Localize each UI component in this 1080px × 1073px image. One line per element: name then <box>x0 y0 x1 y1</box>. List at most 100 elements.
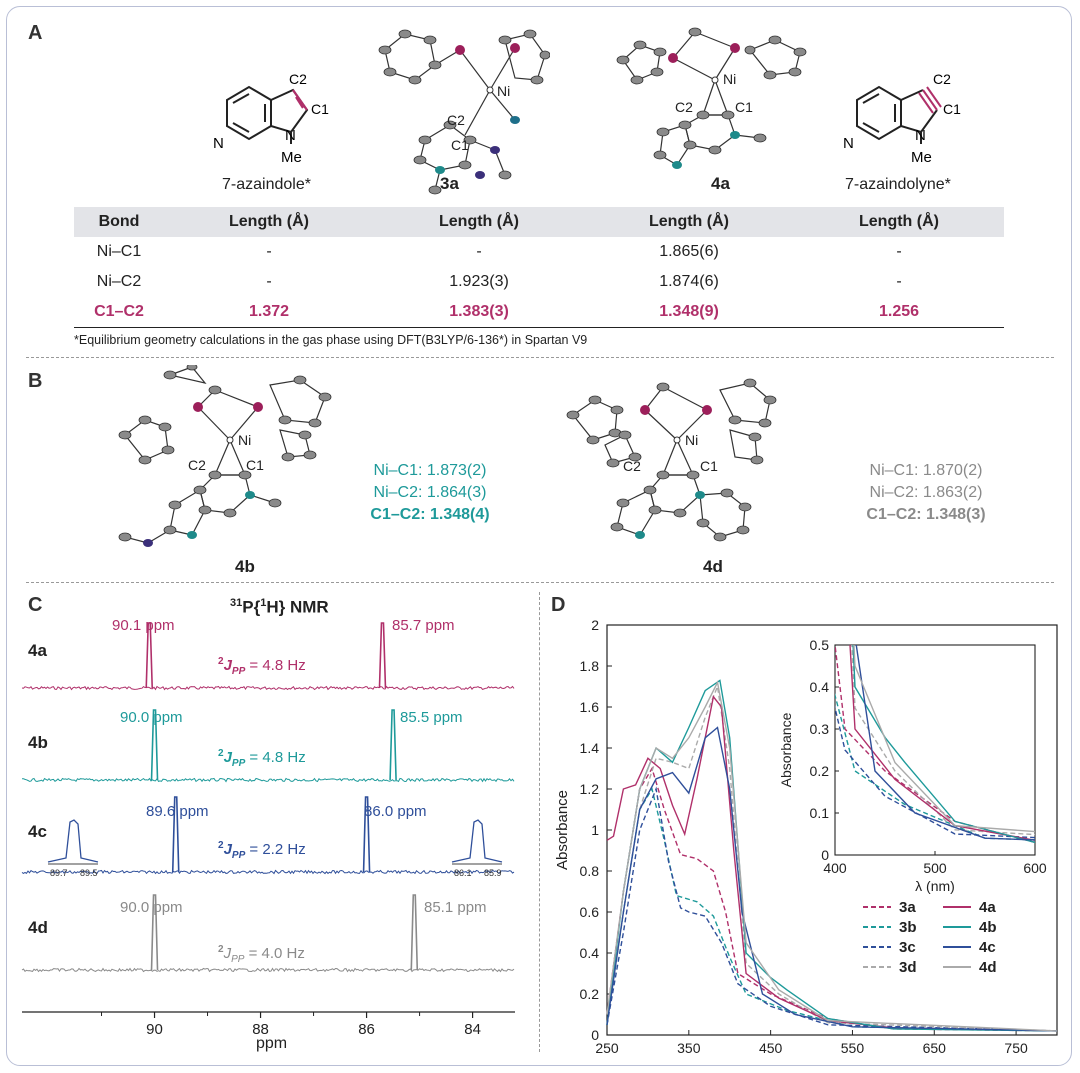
nmr-x-tick-label: 90 <box>146 1021 163 1038</box>
svg-text:89.5: 89.5 <box>80 868 98 878</box>
azaindole-n-me: N <box>285 127 296 144</box>
azaindole-me: Me <box>281 149 302 166</box>
table-cell: - <box>476 243 482 260</box>
table-cell: Ni–C2 <box>96 273 142 290</box>
uv-x-tick-label: 350 <box>677 1040 701 1056</box>
uv-legend-item-3c: 3c <box>863 939 916 956</box>
s4b-c1: C1 <box>246 457 264 473</box>
separator-b-cd <box>26 582 1054 583</box>
table-cell: 1.865(6) <box>659 243 719 260</box>
panel-b-label: B <box>28 370 43 392</box>
s4b-c2: C2 <box>188 457 206 473</box>
s3a-ni: Ni <box>497 83 510 99</box>
table-header: Length (Å) <box>374 207 584 237</box>
svg-text:3b: 3b <box>899 919 917 936</box>
s4d-label: 4d <box>703 557 723 576</box>
bond-lengths-4d: Ni–C1: 1.870(2) Ni–C2: 1.863(2) C1–C2: 1… <box>836 460 1016 526</box>
nmr-peak1-4c: 89.6 ppm <box>146 803 209 820</box>
table-cell: 1.256 <box>794 297 1004 328</box>
panel-d-label: D <box>551 594 566 616</box>
uv-y-tick-label: 0.6 <box>580 904 600 920</box>
uv-inset-series-4c <box>855 645 1035 841</box>
svg-text:4a: 4a <box>979 899 996 916</box>
uv-legend-item-3b: 3b <box>863 919 917 936</box>
nmr-peak1-4d: 90.0 ppm <box>120 899 183 916</box>
uv-y-tick-label: 1.2 <box>580 781 600 797</box>
uv-inset-y-tick-label: 0.5 <box>810 637 830 653</box>
uv-legend-item-4c: 4c <box>943 939 996 956</box>
nmr-peak-4a-2 <box>378 622 387 689</box>
separator-a-b <box>26 357 1054 358</box>
nmr-peak1-4a: 90.1 ppm <box>112 617 175 634</box>
nmr-peak-4c-1 <box>171 796 180 873</box>
azaindole-c2: C2 <box>289 71 307 87</box>
s4d-c1: C1 <box>700 458 718 474</box>
uv-y-tick-label: 0.8 <box>580 863 600 879</box>
nmr-peak2-4c: 86.0 ppm <box>364 803 427 820</box>
svg-text:4c: 4c <box>979 939 996 956</box>
uv-legend-item-4b: 4b <box>943 919 997 936</box>
table-cell: - <box>896 243 902 260</box>
uv-y-tick-label: 1 <box>591 822 599 838</box>
uv-inset-series-4b <box>852 645 1035 844</box>
nmr-j-4b: 2JPP = 4.8 Hz <box>218 748 306 769</box>
azaindolyne-n: N <box>843 135 854 152</box>
uv-y-tick-label: 0.2 <box>580 986 600 1002</box>
nmr-peak-4d-2 <box>410 894 419 971</box>
nmr-title-tail: H} NMR <box>266 597 329 617</box>
uv-y-tick-label: 1.8 <box>580 658 600 674</box>
bond-c1-c2-4d: C1–C2: 1.348(3) <box>866 506 986 523</box>
nmr-baseline-4a <box>21 685 515 691</box>
azaindolyne-me: Me <box>911 149 932 166</box>
nmr-peak-4b-1 <box>150 709 159 781</box>
uv-legend-item-3a: 3a <box>863 899 916 916</box>
uv-inset-series-3b <box>835 692 1035 841</box>
uv-inset-x-axis-label: λ (nm) <box>915 878 955 894</box>
nmr-baseline-4c <box>21 869 515 875</box>
s4b-ni: Ni <box>238 432 251 448</box>
nmr-peak2-4b: 85.5 ppm <box>400 709 463 726</box>
s4a-c1: C1 <box>735 99 753 115</box>
nmr-peak2-4a: 85.7 ppm <box>392 617 455 634</box>
nmr-title-isotope: 31 <box>230 597 243 609</box>
azaindolyne-structure: N N Me C1 C2 <box>843 71 961 166</box>
s4d-ni: Ni <box>685 432 698 448</box>
table-row: Ni–C2 - 1.923(3) 1.874(6) - <box>74 267 1004 297</box>
table-cell: 1.874(6) <box>659 273 719 290</box>
table-cell: C1–C2 <box>74 297 164 328</box>
nmr-inset-left-4c: 89.7 89.5 <box>47 819 99 878</box>
table-cell: 1.923(3) <box>449 273 509 290</box>
uv-series-4c <box>606 726 1058 1032</box>
uv-legend-item-4d: 4d <box>943 959 997 976</box>
uv-y-tick-label: 0.4 <box>580 945 600 961</box>
azaindolyne-n-me: N <box>915 127 926 144</box>
table-cell: - <box>896 273 902 290</box>
table-header: Bond <box>74 207 164 237</box>
uv-series-4d <box>606 680 1058 1032</box>
table-row: Ni–C1 - - 1.865(6) - <box>74 237 1004 267</box>
azaindole-n: N <box>213 135 224 152</box>
nmr-title: 31P{1H} NMR <box>230 597 329 618</box>
bond-ni-c2-4d: Ni–C2: 1.863(2) <box>869 484 983 501</box>
separator-c-d <box>539 592 540 1052</box>
table-cell: 1.383(3) <box>374 297 584 328</box>
uv-series-3d <box>606 683 1058 1032</box>
nmr-peak-4b-2 <box>389 709 397 781</box>
nmr-title-decoupled-isotope: 1 <box>260 597 267 609</box>
uv-inset-y-tick-label: 0 <box>821 847 829 863</box>
uv-inset-y-tick-label: 0.2 <box>810 763 830 779</box>
uv-y-tick-label: 2 <box>591 617 599 633</box>
nmr-peak2-4d: 85.1 ppm <box>424 899 487 916</box>
uv-x-tick-label: 250 <box>595 1040 619 1056</box>
uv-inset-x-tick-label: 400 <box>823 860 847 876</box>
table-cell: 1.372 <box>164 297 374 328</box>
crystal-structure-3a: Ni C2 C1 <box>378 29 550 195</box>
uv-y-tick-label: 0 <box>591 1027 599 1043</box>
table-row-highlight: C1–C2 1.372 1.383(3) 1.348(9) 1.256 <box>74 297 1004 328</box>
bond-c1-c2-4b: C1–C2: 1.348(4) <box>370 506 490 523</box>
nmr-peak1-4b: 90.0 ppm <box>120 709 183 726</box>
svg-text:3a: 3a <box>899 899 916 916</box>
bond-ni-c2-4b: Ni–C2: 1.864(3) <box>373 484 487 501</box>
uv-y-axis-label: Absorbance <box>554 790 571 870</box>
s4b-label: 4b <box>235 557 255 576</box>
